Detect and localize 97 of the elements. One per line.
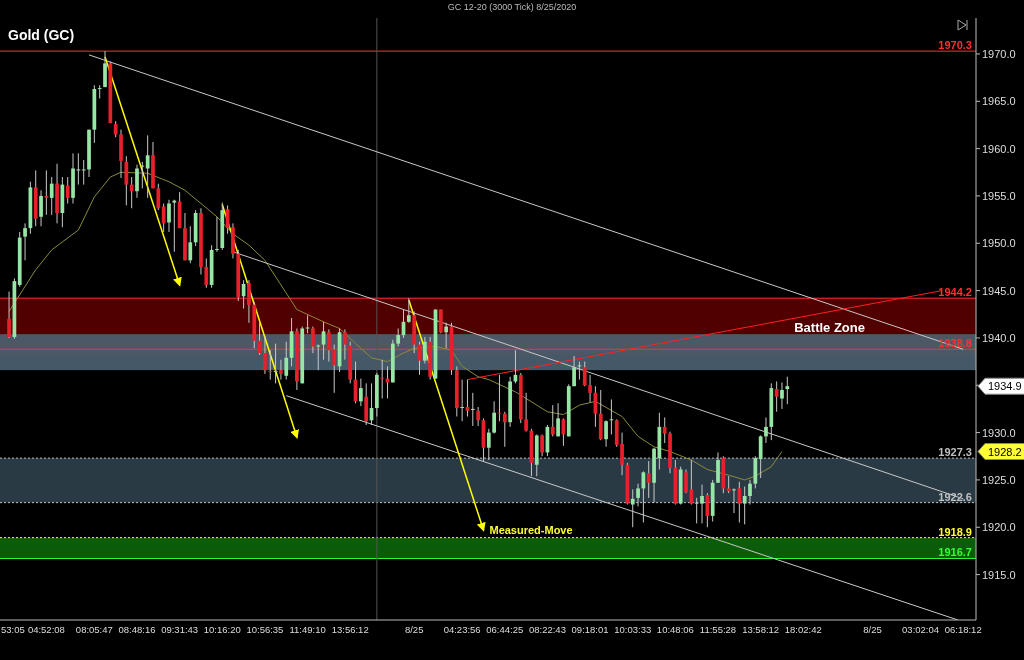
candlestick <box>550 404 555 437</box>
candlestick <box>268 349 273 381</box>
candlestick <box>492 400 496 435</box>
candlestick <box>662 416 667 444</box>
candlestick <box>785 376 790 405</box>
x-tick-label: 08:05:47 <box>75 624 113 635</box>
text: Gold (GC) <box>8 27 75 43</box>
candlestick <box>582 361 587 387</box>
ref-line-label: 1916.7 <box>938 546 972 559</box>
y-tick-label: 1970.0 <box>982 47 1016 60</box>
ref-line-label: 1918.9 <box>938 525 972 538</box>
x-tick-label: 09:31:43 <box>161 624 199 635</box>
candlestick <box>135 164 139 199</box>
candlestick <box>156 183 161 211</box>
x-tick-label: 13:56:12 <box>331 624 369 635</box>
candlestick <box>65 176 70 205</box>
candlestick <box>444 322 449 349</box>
candlestick <box>476 406 480 427</box>
candlestick <box>422 336 427 364</box>
x-tick-label: 04:52:08 <box>27 624 65 635</box>
candlestick <box>764 416 768 444</box>
candlestick <box>311 326 315 354</box>
x-tick-label: 04:23:56 <box>443 624 481 635</box>
x-tick-label: 10:03:33 <box>614 624 652 635</box>
x-tick-label: 8/25 <box>404 624 424 635</box>
y-tick-label: 1925.0 <box>982 473 1016 486</box>
x-tick-label: 10:48:06 <box>656 624 694 635</box>
x-tick-label: 8/25 <box>863 624 882 635</box>
candlestick <box>780 381 784 410</box>
candlestick <box>316 344 321 371</box>
candlestick <box>556 402 560 437</box>
candlestick <box>7 291 11 339</box>
candlestick <box>167 199 171 233</box>
candlestick <box>406 297 411 324</box>
candlestick <box>359 378 363 407</box>
candlestick <box>49 176 54 216</box>
y-tick-label: 1965.0 <box>982 95 1016 108</box>
ref-line-label: 1970.3 <box>938 39 972 52</box>
candlestick <box>502 411 507 448</box>
x-tick-label: 13:58:12 <box>742 624 780 635</box>
ref-line-label: 1944.2 <box>938 286 972 299</box>
chart-subtitle: GC 12-20 (3000 Tick) 8/25/2020 <box>447 2 577 12</box>
y-tick-label: 1945.0 <box>982 284 1016 297</box>
y-tick-label: 1950.0 <box>982 237 1016 250</box>
x-tick-label: 03:02:04 <box>902 624 940 635</box>
y-tick-label: 1915.0 <box>982 568 1016 581</box>
candlestick <box>124 155 129 206</box>
candlestick <box>646 460 651 499</box>
x-tick-label: 11:49:10 <box>289 624 326 635</box>
candlestick <box>129 176 134 209</box>
candlestick <box>284 341 289 381</box>
y-tick-label: 1930.0 <box>982 426 1016 439</box>
x-tick-label: 11:55:28 <box>699 624 737 635</box>
candlestick <box>572 355 576 387</box>
y-tick-label: 1955.0 <box>982 189 1016 202</box>
ref-line-label: 1927.3 <box>938 446 972 459</box>
candlestick <box>588 374 592 403</box>
candlestick <box>380 359 385 400</box>
candlestick <box>81 159 86 186</box>
candlestick <box>161 203 166 233</box>
x-tick-label: 08:48:16 <box>118 624 156 635</box>
x-tick-label: 10:16:20 <box>203 624 241 635</box>
y-tick-label: 1920.0 <box>982 521 1016 534</box>
line-series <box>8 171 783 481</box>
x-tick-label: 06:44:25 <box>486 624 524 635</box>
text: 1928.2 <box>988 445 1022 458</box>
candlestick <box>188 225 193 264</box>
candlestick <box>145 134 150 199</box>
candlestick <box>774 380 779 413</box>
text: 1934.9 <box>988 380 1022 393</box>
x-tick-label: 18:02:42 <box>784 624 822 635</box>
candlestick <box>172 199 177 253</box>
candlestick <box>460 379 465 422</box>
candlestick <box>97 84 102 99</box>
y-tick-label: 1960.0 <box>982 142 1016 155</box>
x-tick-label: 53:05 <box>1 624 25 635</box>
x-tick-label: 09:18:01 <box>571 624 609 635</box>
candlestick <box>23 222 27 261</box>
candlestick <box>247 279 251 324</box>
candlestick <box>140 161 145 189</box>
y-tick-label: 1940.0 <box>982 331 1016 344</box>
candlestick <box>39 189 43 227</box>
candlestick <box>470 392 475 427</box>
candlestick <box>604 419 608 448</box>
candlestick <box>279 359 283 381</box>
x-tick-label: 06:18:12 <box>944 624 982 635</box>
candlestick <box>343 328 347 361</box>
x-tick-label: 10:56:35 <box>246 624 284 635</box>
band-label: Battle Zone <box>794 319 865 335</box>
candlestick <box>76 152 81 186</box>
ref-line-label: 1922.6 <box>938 490 972 503</box>
annotation: Measured-Move <box>489 524 573 537</box>
x-tick-label: 08:22:43 <box>528 624 566 635</box>
candlestick <box>204 257 209 289</box>
candlestick <box>524 392 528 433</box>
candlestick <box>263 335 267 375</box>
candlestick <box>215 216 219 253</box>
